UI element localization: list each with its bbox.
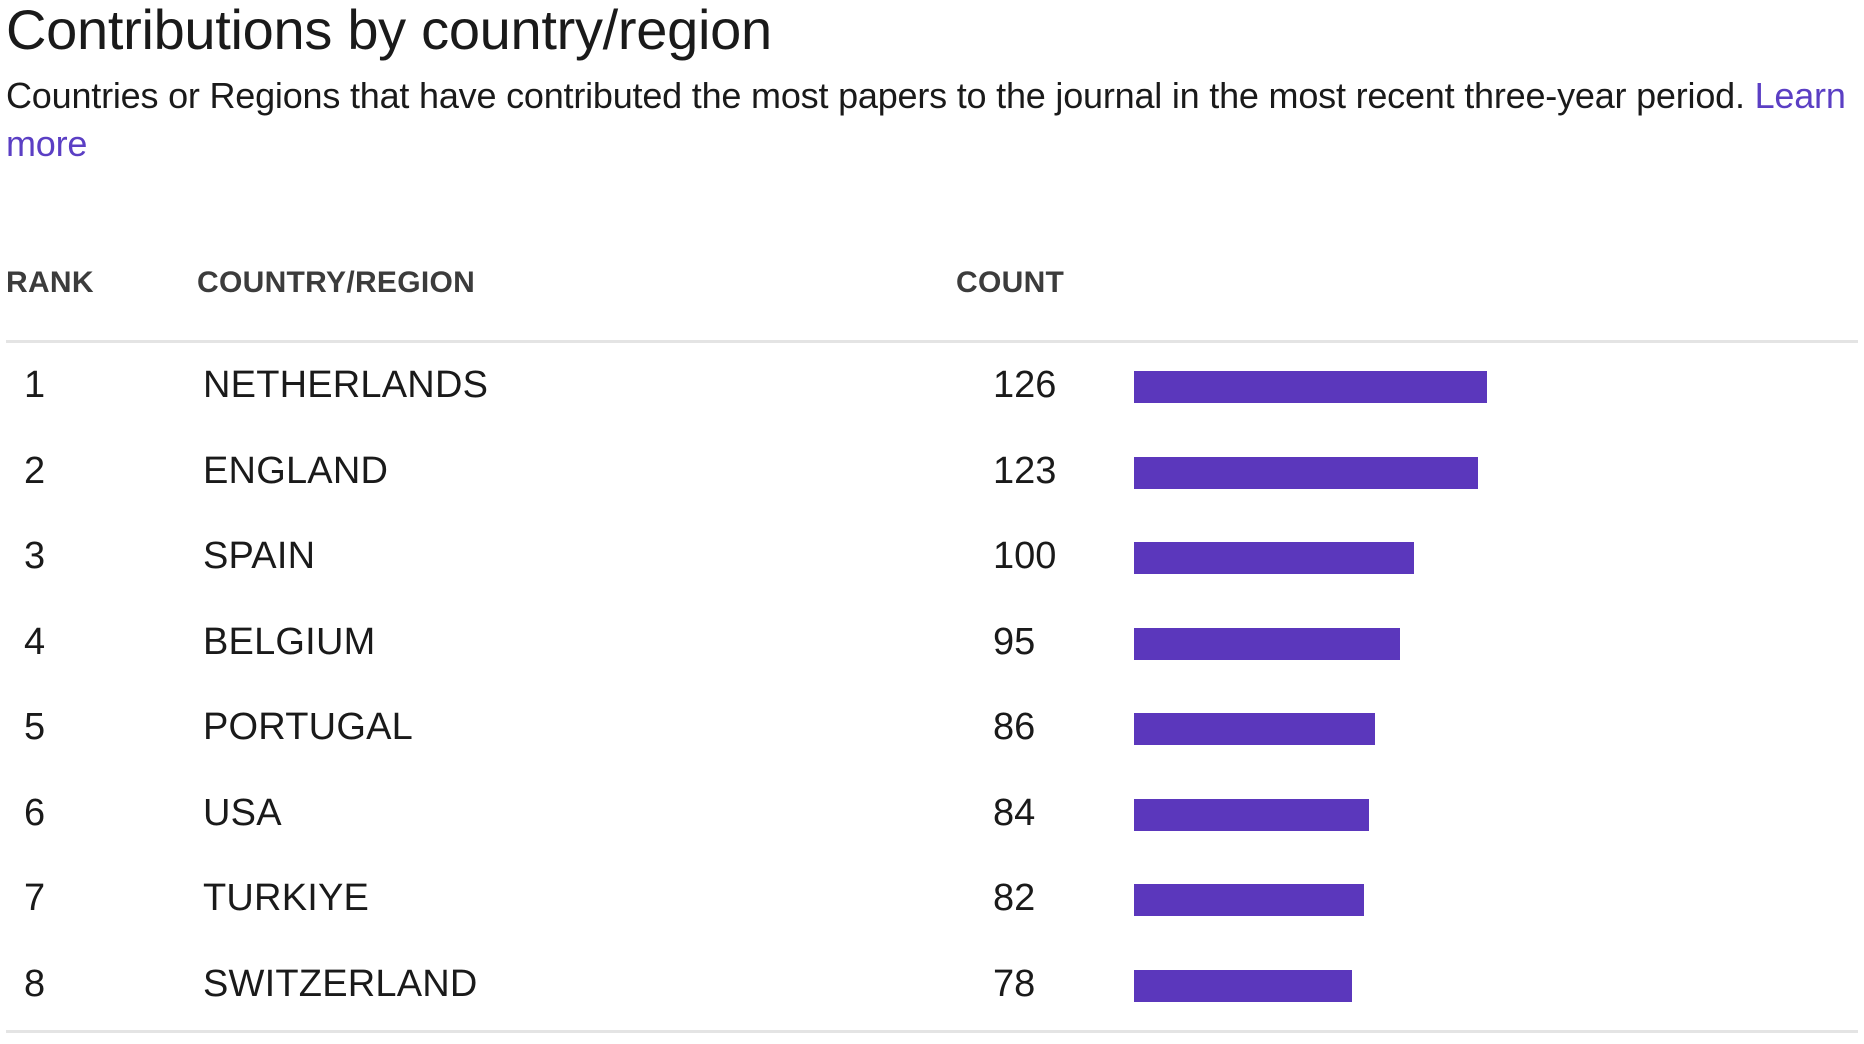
count-cell: 86 [993,706,1036,748]
count-bar [1134,713,1375,745]
country-cell: BELGIUM [203,620,376,663]
column-header-rank: RANK [6,266,94,299]
country-cell: SPAIN [203,535,316,577]
rank-cell: 8 [24,962,46,1005]
page-title: Contributions by country/region [6,0,772,61]
column-header-count: COUNT [956,266,1065,299]
rank-cell: 5 [24,706,46,748]
table-row: 5 PORTUGAL 86 [6,685,1858,770]
country-cell: ENGLAND [203,449,389,492]
rank-cell: 6 [24,791,46,834]
count-bar [1134,627,1400,660]
count-cell: 78 [993,962,1036,1005]
table-row: 1 NETHERLANDS 126 [6,343,1858,428]
country-cell: TURKIYE [203,877,370,919]
count-bar [1134,542,1414,574]
rank-cell: 2 [24,449,46,492]
table-row: 2 ENGLAND 123 [6,429,1858,514]
page-subtitle: Countries or Regions that have contribut… [6,72,1858,168]
count-cell: 123 [993,449,1057,492]
rank-cell: 4 [24,620,46,663]
country-cell: NETHERLANDS [203,364,489,406]
count-bar [1134,884,1364,916]
contributions-panel: Contributions by country/region Countrie… [6,0,1858,1033]
country-cell: SWITZERLAND [203,962,478,1005]
learn-more-link[interactable]: Learn more [6,75,1846,164]
count-bar [1134,371,1487,403]
count-bar [1134,798,1369,831]
country-cell: USA [203,791,282,834]
table-header: RANK COUNTRY/REGION COUNT [6,248,1858,343]
count-cell: 95 [993,620,1036,663]
count-bar [1134,456,1478,489]
table-row: 7 TURKIYE 82 [6,856,1858,941]
count-cell: 84 [993,791,1036,834]
rank-cell: 1 [24,364,46,406]
count-cell: 126 [993,364,1057,406]
count-cell: 100 [993,535,1057,577]
subtitle-text: Countries or Regions that have contribut… [6,75,1745,116]
country-cell: PORTUGAL [203,706,413,748]
count-bar [1134,969,1352,1002]
count-cell: 82 [993,877,1036,919]
contributions-table: RANK COUNTRY/REGION COUNT 1 NETHERLANDS 12… [6,248,1858,1033]
rank-cell: 3 [24,535,46,577]
table-row: 6 USA 84 [6,771,1858,856]
table-body: 1 NETHERLANDS 126 2 ENGLAND 123 3 SPAIN 100 4 BELG… [6,343,1858,1033]
table-row: 3 SPAIN 100 [6,514,1858,599]
table-row: 8 SWITZERLAND 78 [6,942,1858,1027]
rank-cell: 7 [24,877,46,919]
column-header-country: COUNTRY/REGION [197,266,476,299]
table-row: 4 BELGIUM 95 [6,600,1858,685]
